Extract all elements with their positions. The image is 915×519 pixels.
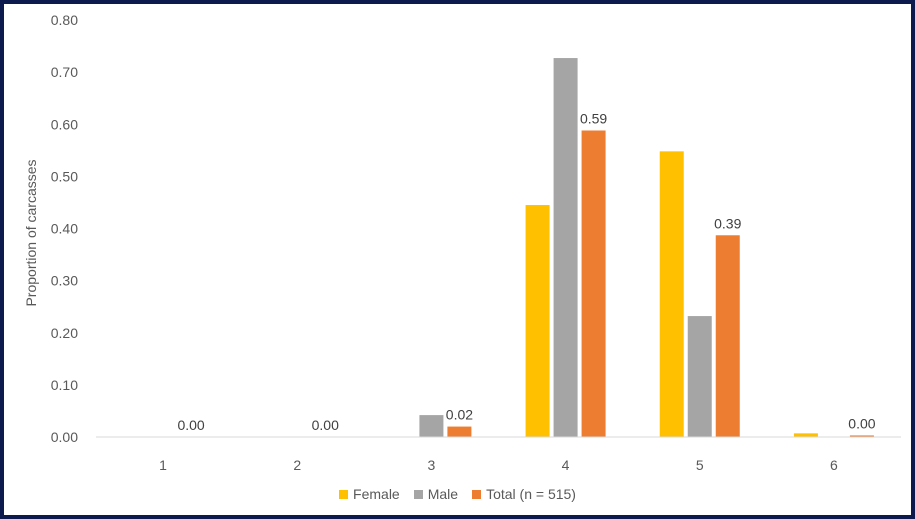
legend-label: Total (n = 515) — [486, 486, 576, 502]
data-label: 0.39 — [714, 215, 741, 231]
bar-total-3 — [447, 426, 472, 437]
bar-male-4 — [553, 58, 578, 438]
y-tick-label: 0.50 — [51, 168, 78, 184]
bar-total-4 — [581, 130, 606, 437]
data-label: 0.00 — [848, 415, 875, 431]
legend: Female Male Total (n = 515) — [4, 486, 911, 502]
y-tick-label: 0.80 — [51, 12, 78, 28]
bar-female-5 — [659, 151, 684, 438]
legend-item-total: Total (n = 515) — [472, 486, 576, 502]
legend-label: Female — [353, 486, 400, 502]
legend-label: Male — [427, 486, 459, 502]
y-tick-label: 0.30 — [51, 273, 78, 289]
bar-female-4 — [525, 205, 550, 437]
data-label: 0.02 — [446, 407, 473, 423]
y-tick-label: 0.20 — [51, 325, 78, 341]
legend-swatch — [413, 489, 423, 499]
legend-swatch — [472, 489, 482, 499]
y-axis-ticks: 0.00 0.10 0.20 0.30 0.40 0.50 0.60 0.70 0.80 — [51, 12, 78, 445]
y-tick-label: 0.10 — [51, 377, 78, 393]
chart-frame: 0.00 0.10 0.20 0.30 0.40 0.50 0.60 0.70 0.80 0.0… — [4, 4, 911, 515]
y-tick-label: 0.00 — [51, 429, 78, 445]
y-tick-label: 0.60 — [51, 116, 78, 132]
bar-chart: 0.00 0.10 0.20 0.30 0.40 0.50 0.60 0.70 0.80 0.0… — [23, 12, 901, 473]
bar-male-5 — [687, 316, 712, 437]
bar-total-5 — [715, 235, 740, 437]
x-axis-ticks: 1 2 3 4 5 6 — [159, 457, 838, 473]
y-tick-label: 0.70 — [51, 64, 78, 80]
x-tick-label: 6 — [830, 457, 838, 473]
data-label: 0.00 — [177, 417, 204, 433]
y-axis-label: Proportion of carcasses — [23, 159, 39, 306]
x-tick-label: 1 — [159, 457, 167, 473]
x-tick-label: 5 — [696, 457, 704, 473]
x-tick-label: 3 — [428, 457, 436, 473]
bar-total-6 — [849, 435, 874, 437]
x-tick-label: 4 — [562, 457, 570, 473]
legend-item-male: Male — [413, 486, 459, 502]
legend-item-female: Female — [339, 486, 400, 502]
bar-female-6 — [793, 433, 818, 437]
legend-swatch — [339, 489, 349, 499]
bar-male-3 — [419, 415, 444, 437]
y-tick-label: 0.40 — [51, 221, 78, 237]
data-labels: 0.00 0.00 0.02 0.59 0.39 0.00 — [177, 111, 875, 433]
data-label: 0.00 — [312, 417, 339, 433]
x-tick-label: 2 — [293, 457, 301, 473]
data-label: 0.59 — [580, 111, 607, 127]
bars — [419, 58, 874, 438]
